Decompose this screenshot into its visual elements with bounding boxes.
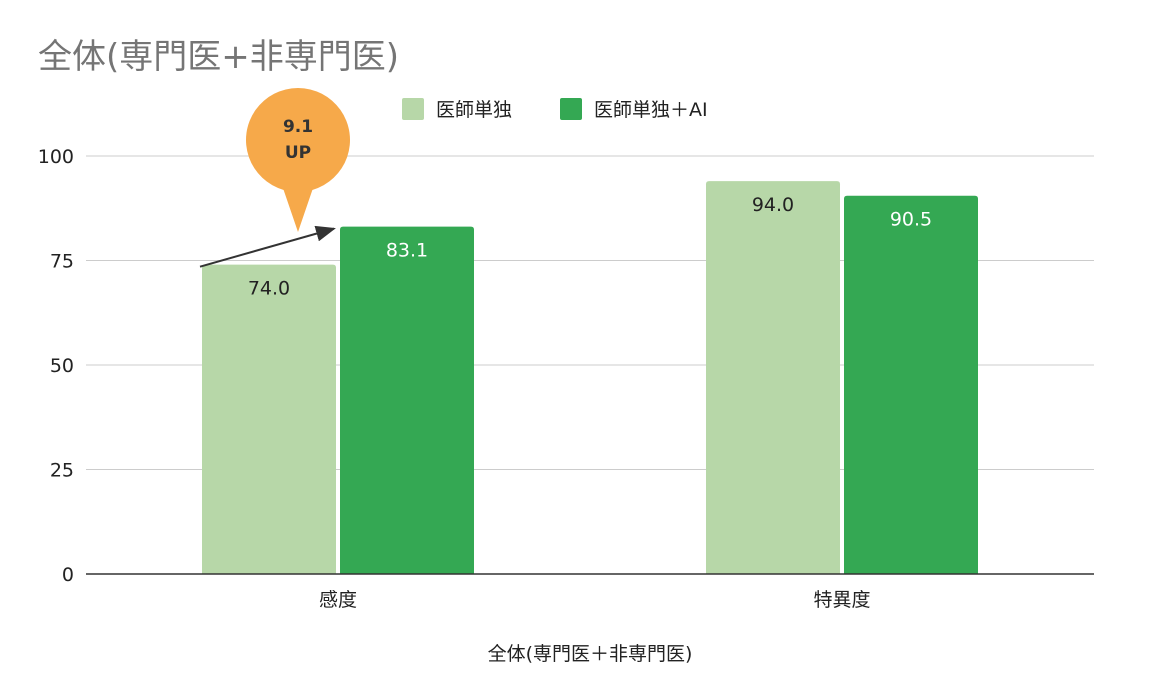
chart-title: 全体(専門医+非専門医) [38,37,399,77]
improvement-callout: 9.1 UP [245,88,350,232]
legend-label-physician-alone: 医師単独 [436,99,512,121]
y-tick-label: 100 [38,146,74,168]
x-axis-categories: 感度 特異度 [319,589,871,611]
data-labels: 74.0 83.1 94.0 90.5 [248,194,932,300]
callout-bubble [245,88,350,232]
bar-value-label: 83.1 [386,240,428,262]
bar-value-label: 90.5 [890,209,932,231]
x-axis-title: 全体(専門医＋非専門医) [488,643,693,665]
callout-unit: UP [285,143,311,163]
callout-value: 9.1 [283,117,313,137]
y-tick-label: 0 [62,564,74,586]
y-tick-label: 50 [50,355,74,377]
legend-label-physician-with-ai: 医師単独＋AI [594,99,708,121]
increase-arrow [199,225,336,268]
bar [202,264,336,574]
bar [340,226,474,574]
legend-swatch-physician-alone [402,98,424,120]
x-category-label: 感度 [319,589,357,611]
bar-value-label: 74.0 [248,278,290,300]
y-tick-label: 25 [50,460,74,482]
y-tick-label: 75 [50,251,74,273]
legend: 医師単独 医師単独＋AI [402,98,708,121]
y-axis-ticks: 0 25 50 75 100 [38,146,74,586]
bar-value-label: 94.0 [752,194,794,216]
bars [202,181,978,574]
legend-swatch-physician-with-ai [560,98,582,120]
x-category-label: 特異度 [813,589,870,611]
bar [844,195,978,574]
bar [706,181,840,574]
